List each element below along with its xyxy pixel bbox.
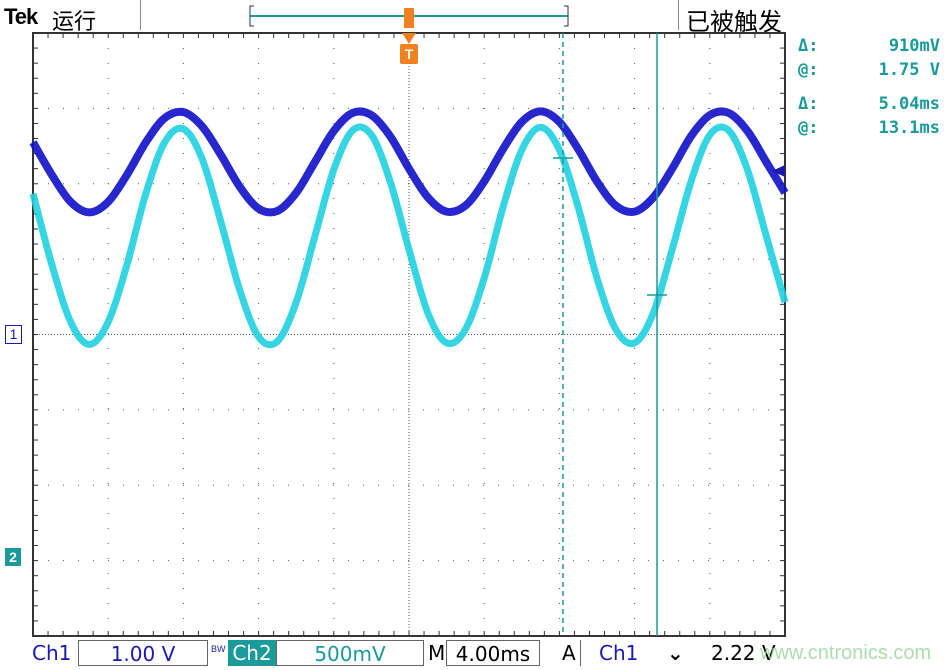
graticule-border bbox=[32, 32, 786, 637]
label: Δ: bbox=[798, 36, 819, 56]
brand-logo: Tek bbox=[4, 4, 38, 29]
trigger-level-arrow-icon bbox=[772, 165, 785, 177]
trigger-arrow-icon bbox=[402, 33, 416, 44]
graticule bbox=[32, 5, 786, 637]
record-view-bracket bbox=[249, 5, 569, 27]
trigger-status: 已被触发 bbox=[686, 9, 782, 36]
v-at-readout: @: 1.75 V bbox=[798, 60, 940, 80]
t-at-readout: @: 13.1ms bbox=[798, 118, 940, 138]
label: Δ: bbox=[798, 94, 819, 114]
trigger-level: 2.22 V bbox=[711, 641, 776, 665]
divider bbox=[678, 0, 679, 30]
label: @: bbox=[798, 60, 819, 80]
trigger-label: A bbox=[562, 641, 576, 665]
watermark: www.cntronics.com bbox=[760, 642, 932, 664]
ch2-ground-marker[interactable]: 2 bbox=[5, 548, 21, 566]
trigger-view-marker bbox=[404, 8, 414, 28]
trigger-source: Ch1 bbox=[599, 641, 639, 665]
ch1-scale[interactable]: 1.00 V bbox=[78, 640, 208, 666]
timebase-label: M bbox=[428, 641, 446, 665]
ch1-label[interactable]: Ch1 bbox=[32, 641, 72, 665]
run-state: 运行 bbox=[52, 9, 97, 34]
value: 13.1ms bbox=[878, 118, 940, 138]
ch2-scale[interactable]: 500mV bbox=[276, 640, 424, 666]
divider bbox=[140, 0, 141, 30]
t-delta-readout: Δ: 5.04ms bbox=[798, 94, 940, 114]
value: 5.04ms bbox=[878, 94, 940, 114]
trigger-position-marker[interactable]: T bbox=[400, 44, 418, 64]
bandwidth-limit-icon: BW bbox=[211, 644, 226, 654]
timebase-value[interactable]: 4.00ms bbox=[446, 640, 540, 666]
label: @: bbox=[798, 118, 819, 138]
value: 910mV bbox=[888, 36, 940, 56]
falling-edge-icon: ⌄ bbox=[667, 641, 684, 665]
v-delta-readout: Δ: 910mV bbox=[798, 36, 940, 56]
trigger-settings[interactable]: Ch1 ⌄ 2.22 V bbox=[580, 640, 788, 666]
ch1-ground-marker[interactable]: 1 bbox=[5, 325, 22, 344]
value: 1.75 V bbox=[878, 60, 940, 80]
ch2-label[interactable]: Ch2 bbox=[228, 640, 276, 666]
